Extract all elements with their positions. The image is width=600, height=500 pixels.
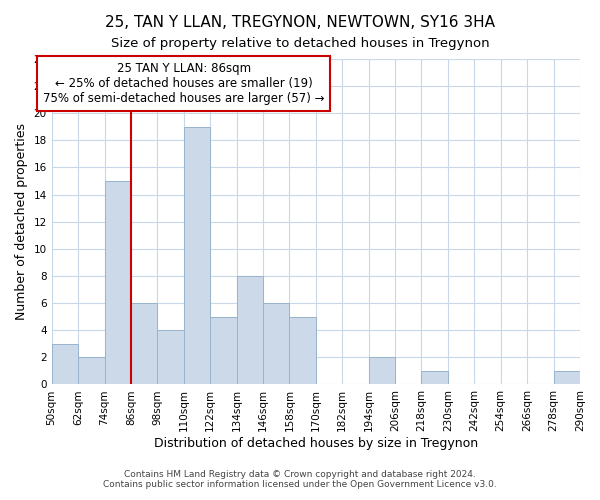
Bar [236, 276, 263, 384]
Bar [184, 127, 210, 384]
Bar [421, 371, 448, 384]
Text: 25 TAN Y LLAN: 86sqm
← 25% of detached houses are smaller (19)
75% of semi-detac: 25 TAN Y LLAN: 86sqm ← 25% of detached h… [43, 62, 325, 104]
Bar [52, 344, 78, 385]
Text: 25, TAN Y LLAN, TREGYNON, NEWTOWN, SY16 3HA: 25, TAN Y LLAN, TREGYNON, NEWTOWN, SY16 … [105, 15, 495, 30]
Bar [78, 358, 104, 384]
Bar [554, 371, 580, 384]
Bar [289, 316, 316, 384]
Y-axis label: Number of detached properties: Number of detached properties [15, 123, 28, 320]
Text: Contains HM Land Registry data © Crown copyright and database right 2024.
Contai: Contains HM Land Registry data © Crown c… [103, 470, 497, 489]
Bar [263, 303, 289, 384]
Bar [210, 316, 236, 384]
Text: Size of property relative to detached houses in Tregynon: Size of property relative to detached ho… [110, 38, 490, 51]
Bar [157, 330, 184, 384]
Bar [368, 358, 395, 384]
X-axis label: Distribution of detached houses by size in Tregynon: Distribution of detached houses by size … [154, 437, 478, 450]
Bar [104, 181, 131, 384]
Bar [131, 303, 157, 384]
